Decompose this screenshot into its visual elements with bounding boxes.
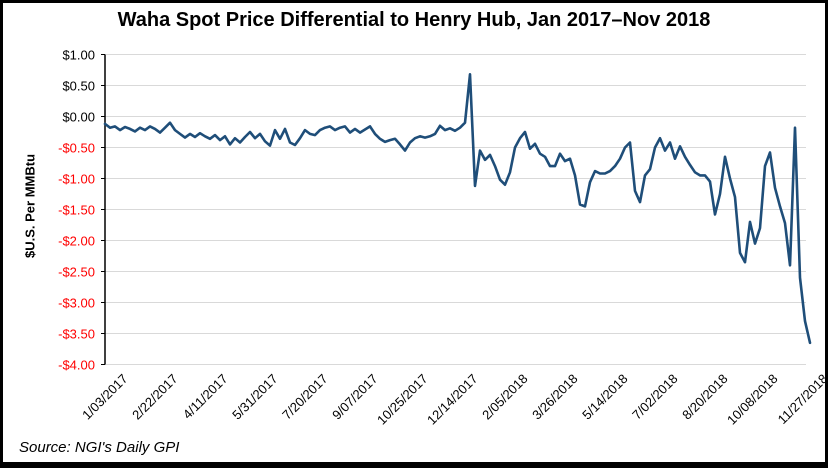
y-axis-label: $0.00 — [62, 109, 95, 124]
y-axis-label: $1.00 — [62, 47, 95, 62]
y-axis-label: -$4.00 — [58, 357, 95, 372]
y-axis-label: -$2.00 — [58, 233, 95, 248]
source-note: Source: NGI's Daily GPI — [19, 439, 180, 456]
price-line — [103, 73, 812, 345]
y-axis-label: -$0.50 — [58, 140, 95, 155]
y-axis-label: -$1.50 — [58, 202, 95, 217]
chart-title: Waha Spot Price Differential to Henry Hu… — [117, 9, 711, 31]
y-axis-label: -$3.50 — [58, 326, 95, 341]
y-axis-label: $0.50 — [62, 78, 95, 93]
y-axis-label: -$2.50 — [58, 264, 95, 279]
price-line-chart — [101, 54, 812, 365]
y-axis-label: -$3.00 — [58, 295, 95, 310]
y-axis-label: -$1.00 — [58, 171, 95, 186]
